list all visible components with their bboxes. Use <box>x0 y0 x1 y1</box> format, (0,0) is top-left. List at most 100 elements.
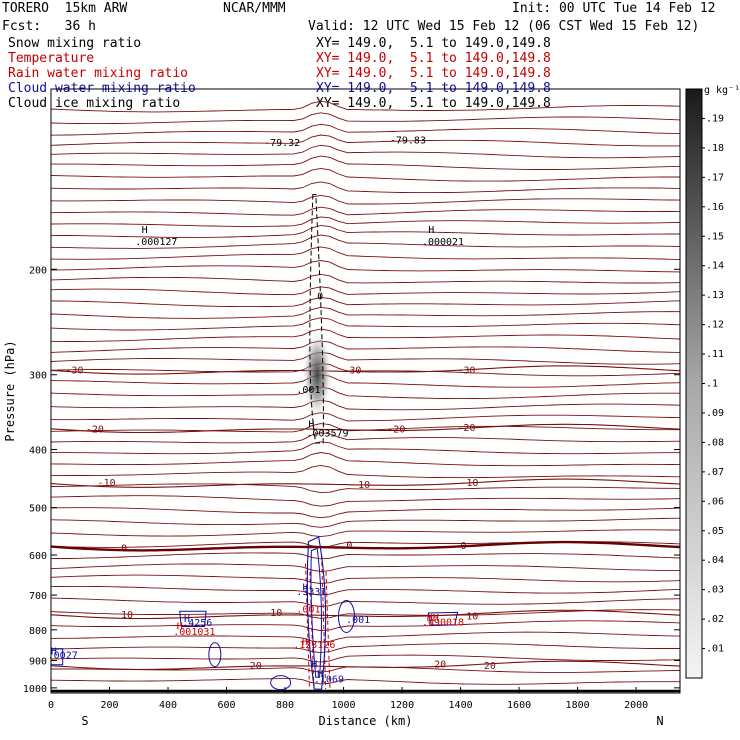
isotherm-line <box>51 678 680 685</box>
contour-annotation: H <box>142 225 148 236</box>
colorbar-tick-label: .1 <box>706 379 718 390</box>
isotherm-line <box>51 286 680 296</box>
y-tick-label: 800 <box>29 626 47 637</box>
isotherm-line <box>51 620 680 631</box>
contour-annotation: .001 <box>296 385 320 396</box>
colorbar-tick-label: .16 <box>706 202 724 213</box>
isotherm-line <box>51 328 680 342</box>
y-tick-label: 300 <box>29 371 47 382</box>
contour-annotation: .3331 <box>296 587 326 598</box>
colorbar-tick-label: .13 <box>706 290 724 301</box>
isotherm-10 <box>51 609 680 620</box>
colorbar-tick-label: .02 <box>706 614 724 625</box>
isotherm-label: 20 <box>250 661 262 672</box>
rain-water-contour <box>321 554 327 690</box>
cloud-water-contour <box>310 547 322 678</box>
contour-annotation: H <box>303 583 309 594</box>
isotherm-line <box>51 340 680 353</box>
contour-annotation: .0027 <box>48 650 78 661</box>
legend-snow-xy: XY= 149.0, 5.1 to 149.0,149.8 <box>316 36 551 51</box>
forecast-hour: Fcst: 36 h <box>2 19 96 34</box>
legend-rain-xy: XY= 149.0, 5.1 to 149.0,149.8 <box>316 66 551 81</box>
isotherm-line <box>51 654 680 663</box>
init-time: Init: 00 UTC Tue 14 Feb 12 <box>512 1 716 16</box>
legend-cloud-ice-xy: XY= 149.0, 5.1 to 149.0,149.8 <box>316 96 551 111</box>
temperature-contours: -30 -30 -30 -20 -20 -20 -10 -10 -10 0 0 0 10 10 10 20 20… <box>51 100 680 685</box>
isotherm-line <box>51 412 680 422</box>
cloud-water-contour <box>51 648 64 666</box>
x-tick-label: 1600 <box>507 700 531 711</box>
isotherm-line <box>51 563 680 572</box>
x-tick-label: 1000 <box>332 700 356 711</box>
valid-time: Valid: 12 UTC Wed 15 Feb 12 (06 CST Wed … <box>308 19 700 34</box>
colorbar-tick-label: .07 <box>706 467 724 478</box>
contour-annotation: H <box>177 622 183 633</box>
contour-annotation: .000021 <box>422 237 464 248</box>
contour-annotation: .003579 <box>306 428 348 439</box>
contour-annotation: .1069 <box>314 674 344 685</box>
isotherm-label: 0 <box>460 541 466 552</box>
isotherm--20 <box>51 423 680 434</box>
isotherm-line <box>51 351 680 365</box>
isotherm-label: -10 <box>460 478 478 489</box>
contour-annotation: H <box>317 669 323 680</box>
y-tick-label: 400 <box>29 446 47 457</box>
plot-frame-box <box>50 88 681 694</box>
isotherm-line <box>51 123 680 136</box>
legend-cloud-ice-label: Cloud ice mixing ratio <box>8 96 181 111</box>
colorbar-tick-label: .08 <box>706 437 724 448</box>
x-tick-label: 400 <box>159 700 177 711</box>
colorbar-tick-label: .05 <box>706 526 724 537</box>
isotherm-line <box>51 144 680 159</box>
isotherm-line <box>51 155 680 170</box>
x-tick-label: 1200 <box>390 700 414 711</box>
isotherm-label: 10 <box>466 611 478 622</box>
isotherm-line <box>51 441 680 455</box>
y-tick-label: 1000 <box>23 684 47 695</box>
contour-annotation: .4256 <box>182 618 212 629</box>
cloud-water-contour <box>427 611 459 626</box>
x-tick-label: 0 <box>48 700 54 711</box>
isotherm-line <box>51 643 680 654</box>
isotherm-line <box>51 317 680 331</box>
contour-annotation: .001031 <box>173 627 215 638</box>
contour-annotation: .001 <box>346 615 370 626</box>
isotherm-line <box>51 306 680 319</box>
contour-annotation: 0 <box>317 291 323 302</box>
isotherm-label: 0 <box>346 540 352 551</box>
isotherm-line <box>51 597 680 607</box>
contour-annotation: H <box>311 660 317 671</box>
isotherm-label: -20 <box>86 424 104 435</box>
isotherm--30 <box>51 365 680 375</box>
colorbar-tick-label: .17 <box>706 172 724 183</box>
y-tick-label: 700 <box>29 591 47 602</box>
model-title: TORERO 15km ARW <box>2 1 128 16</box>
contour-annotation: H <box>51 647 57 658</box>
x-tick-label: 2000 <box>624 700 648 711</box>
x-tick-label: 800 <box>276 700 294 711</box>
colorbar-tick-label: .11 <box>706 349 724 360</box>
contour-annotation: HH <box>427 613 439 624</box>
isotherm-line <box>51 574 680 584</box>
colorbar-units: g kg⁻¹ <box>704 85 740 96</box>
isotherm-label: -30 <box>65 365 83 376</box>
isotherm-line <box>51 399 680 411</box>
x-end-south: S <box>81 714 88 728</box>
colorbar-tick-label: .09 <box>706 408 724 419</box>
isotherm-20 <box>51 660 680 670</box>
isotherm-line <box>51 134 680 147</box>
isotherm-line <box>51 112 680 125</box>
colorbar-tick-label: .12 <box>706 320 724 331</box>
contour-annotation: H <box>308 419 314 430</box>
rain-water-contour <box>325 571 331 690</box>
isotherm-line <box>51 452 680 467</box>
colorbar-tick-label: .06 <box>706 496 724 507</box>
cloud-water-contour <box>208 642 222 668</box>
colorbar-bar <box>685 88 703 679</box>
cloud-water-contour <box>270 675 292 691</box>
isotherm-line <box>51 362 680 377</box>
legend-temperature-xy: XY= 149.0, 5.1 to 149.0,149.8 <box>316 51 551 66</box>
x-end-north: N <box>656 714 663 728</box>
x-axis-label: Distance (km) <box>319 714 413 728</box>
